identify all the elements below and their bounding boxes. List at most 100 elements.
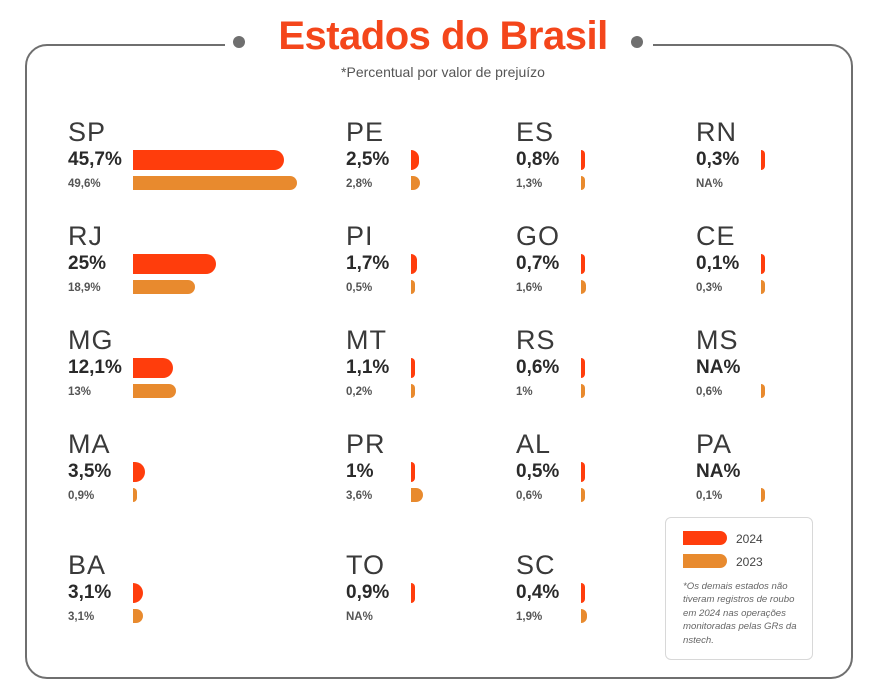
- state-label-pa: PA: [696, 429, 733, 459]
- value-2023-mg: 13%: [68, 386, 92, 398]
- state-label-mt: MT: [346, 325, 387, 355]
- legend-label-2024: 2024: [736, 532, 763, 546]
- value-2024-ba: 3,1%: [68, 582, 112, 603]
- value-2023-sc: 1,9%: [516, 611, 543, 623]
- value-2023-mt: 0,2%: [346, 386, 373, 398]
- value-2024-rs: 0,6%: [516, 357, 560, 378]
- value-2024-mt: 1,1%: [346, 357, 390, 378]
- state-ma: MA 3,5% 0,9%: [68, 429, 318, 519]
- state-pa: PA NA% 0,1%: [696, 429, 886, 519]
- state-label-sc: SC: [516, 550, 556, 580]
- state-label-mg: MG: [68, 325, 114, 355]
- value-2023-rn: NA%: [696, 178, 723, 190]
- bar-2024-ba: [133, 583, 144, 603]
- value-2023-rs: 1%: [516, 386, 533, 398]
- bar-2024-mg: [133, 358, 173, 378]
- value-2023-sp: 49,6%: [68, 178, 101, 190]
- state-ms: MS NA% 0,6%: [696, 325, 886, 415]
- state-label-ms: MS: [696, 325, 739, 355]
- value-2024-ms: NA%: [696, 357, 741, 378]
- state-to: TO 0,9% NA%: [346, 550, 596, 640]
- value-2024-sp: 45,7%: [68, 149, 122, 170]
- bar-2023-sc: [581, 609, 588, 623]
- value-2024-ce: 0,1%: [696, 253, 740, 274]
- bar-2023-pi: [411, 280, 415, 294]
- state-ba: BA 3,1% 3,1%: [68, 550, 318, 640]
- page-subtitle: *Percentual por valor de prejuízo: [341, 64, 545, 80]
- bar-2024-ce: [761, 254, 765, 274]
- state-label-ma: MA: [68, 429, 111, 459]
- value-2024-ma: 3,5%: [68, 461, 112, 482]
- value-2023-go: 1,6%: [516, 282, 543, 294]
- bar-2023-ma: [133, 488, 137, 502]
- value-2023-pe: 2,8%: [346, 178, 373, 190]
- value-2023-ma: 0,9%: [68, 490, 95, 502]
- state-sp: SP 45,7% 49,6%: [68, 117, 318, 207]
- value-2024-al: 0,5%: [516, 461, 560, 482]
- state-pe: PE 2,5% 2,8%: [346, 117, 596, 207]
- bar-2024-rj: [133, 254, 216, 274]
- bar-2024-pe: [411, 150, 420, 170]
- bar-2023-sp: [133, 176, 297, 190]
- value-2024-es: 0,8%: [516, 149, 560, 170]
- state-pr: PR 1% 3,6%: [346, 429, 596, 519]
- bar-2023-rj: [133, 280, 196, 294]
- bar-2024-ma: [133, 462, 145, 482]
- state-pi: PI 1,7% 0,5%: [346, 221, 596, 311]
- bar-2024-rs: [581, 358, 585, 378]
- state-ce: CE 0,1% 0,3%: [696, 221, 886, 311]
- value-2024-mg: 12,1%: [68, 357, 122, 378]
- bar-2024-to: [411, 583, 415, 603]
- value-2023-pr: 3,6%: [346, 490, 373, 502]
- state-label-rj: RJ: [68, 221, 103, 251]
- value-2023-pa: 0,1%: [696, 490, 723, 502]
- state-label-pe: PE: [346, 117, 385, 147]
- state-rj: RJ 25% 18,9%: [68, 221, 318, 311]
- state-mg: MG 12,1% 13%: [68, 325, 318, 415]
- bar-2023-ce: [761, 280, 765, 294]
- bar-2023-pa: [761, 488, 765, 502]
- state-go: GO 0,7% 1,6%: [516, 221, 766, 311]
- state-label-rs: RS: [516, 325, 556, 355]
- state-label-es: ES: [516, 117, 555, 147]
- bar-2023-go: [581, 280, 587, 294]
- value-2024-sc: 0,4%: [516, 582, 560, 603]
- bar-2024-go: [581, 254, 585, 274]
- value-2023-es: 1,3%: [516, 178, 543, 190]
- value-2024-pa: NA%: [696, 461, 741, 482]
- bar-2024-sp: [133, 150, 284, 170]
- legend-swatch-2023: [683, 554, 727, 568]
- bar-2023-es: [581, 176, 586, 190]
- state-label-pr: PR: [346, 429, 386, 459]
- legend-swatch-2024: [683, 531, 727, 545]
- bar-2023-ba: [133, 609, 144, 623]
- state-es: ES 0,8% 1,3%: [516, 117, 766, 207]
- value-2023-ms: 0,6%: [696, 386, 723, 398]
- bar-2024-pr: [411, 462, 415, 482]
- bar-2023-ms: [761, 384, 765, 398]
- bar-2024-sc: [581, 583, 585, 603]
- state-label-to: TO: [346, 550, 386, 580]
- bar-2023-mg: [133, 384, 176, 398]
- bar-2024-mt: [411, 358, 415, 378]
- frame-knob-left: [233, 36, 245, 48]
- bar-2024-al: [581, 462, 585, 482]
- value-2024-go: 0,7%: [516, 253, 560, 274]
- state-sc: SC 0,4% 1,9%: [516, 550, 766, 640]
- state-label-sp: SP: [68, 117, 107, 147]
- legend-note: *Os demais estados não tiveram registros…: [683, 581, 797, 646]
- frame-knob-right: [631, 36, 643, 48]
- value-2023-al: 0,6%: [516, 490, 543, 502]
- state-rs: RS 0,6% 1%: [516, 325, 766, 415]
- title-background: [225, 30, 653, 60]
- bar-2023-mt: [411, 384, 415, 398]
- state-label-go: GO: [516, 221, 561, 251]
- value-2024-pi: 1,7%: [346, 253, 390, 274]
- bar-2024-rn: [761, 150, 765, 170]
- value-2023-to: NA%: [346, 611, 373, 623]
- state-label-ce: CE: [696, 221, 736, 251]
- value-2023-ce: 0,3%: [696, 282, 723, 294]
- value-2024-pr: 1%: [346, 461, 374, 482]
- legend: 2024 2023 *Os demais estados não tiveram…: [665, 517, 813, 660]
- bar-2023-rs: [581, 384, 585, 398]
